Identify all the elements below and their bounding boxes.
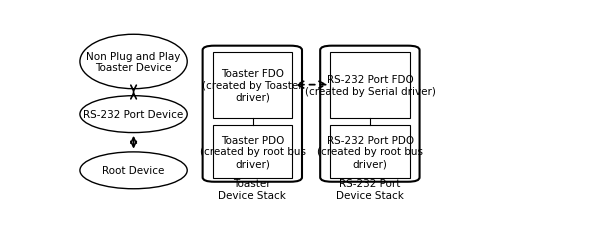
Text: RS-232 Port FDO
(created by Serial driver): RS-232 Port FDO (created by Serial drive… <box>305 75 436 96</box>
Text: RS-232 Port
Device Stack: RS-232 Port Device Stack <box>336 178 403 200</box>
FancyBboxPatch shape <box>203 47 302 182</box>
Text: Non Plug and Play
Toaster Device: Non Plug and Play Toaster Device <box>86 52 181 73</box>
Bar <box>330 125 410 178</box>
Ellipse shape <box>80 35 187 89</box>
Bar <box>213 53 292 118</box>
Bar <box>330 53 410 118</box>
Text: RS-232 Port Device: RS-232 Port Device <box>84 110 184 120</box>
Text: RS-232 Port PDO
(created by root bus
driver): RS-232 Port PDO (created by root bus dri… <box>317 135 423 168</box>
Bar <box>213 125 292 178</box>
Ellipse shape <box>80 96 187 133</box>
Text: Toaster
Device Stack: Toaster Device Stack <box>218 178 286 200</box>
Text: Toaster PDO
(created by root bus
driver): Toaster PDO (created by root bus driver) <box>199 135 306 168</box>
Text: Toaster FDO
(created by Toaster
driver): Toaster FDO (created by Toaster driver) <box>202 69 303 102</box>
Text: Root Device: Root Device <box>102 165 165 175</box>
Ellipse shape <box>80 152 187 189</box>
FancyBboxPatch shape <box>320 47 420 182</box>
